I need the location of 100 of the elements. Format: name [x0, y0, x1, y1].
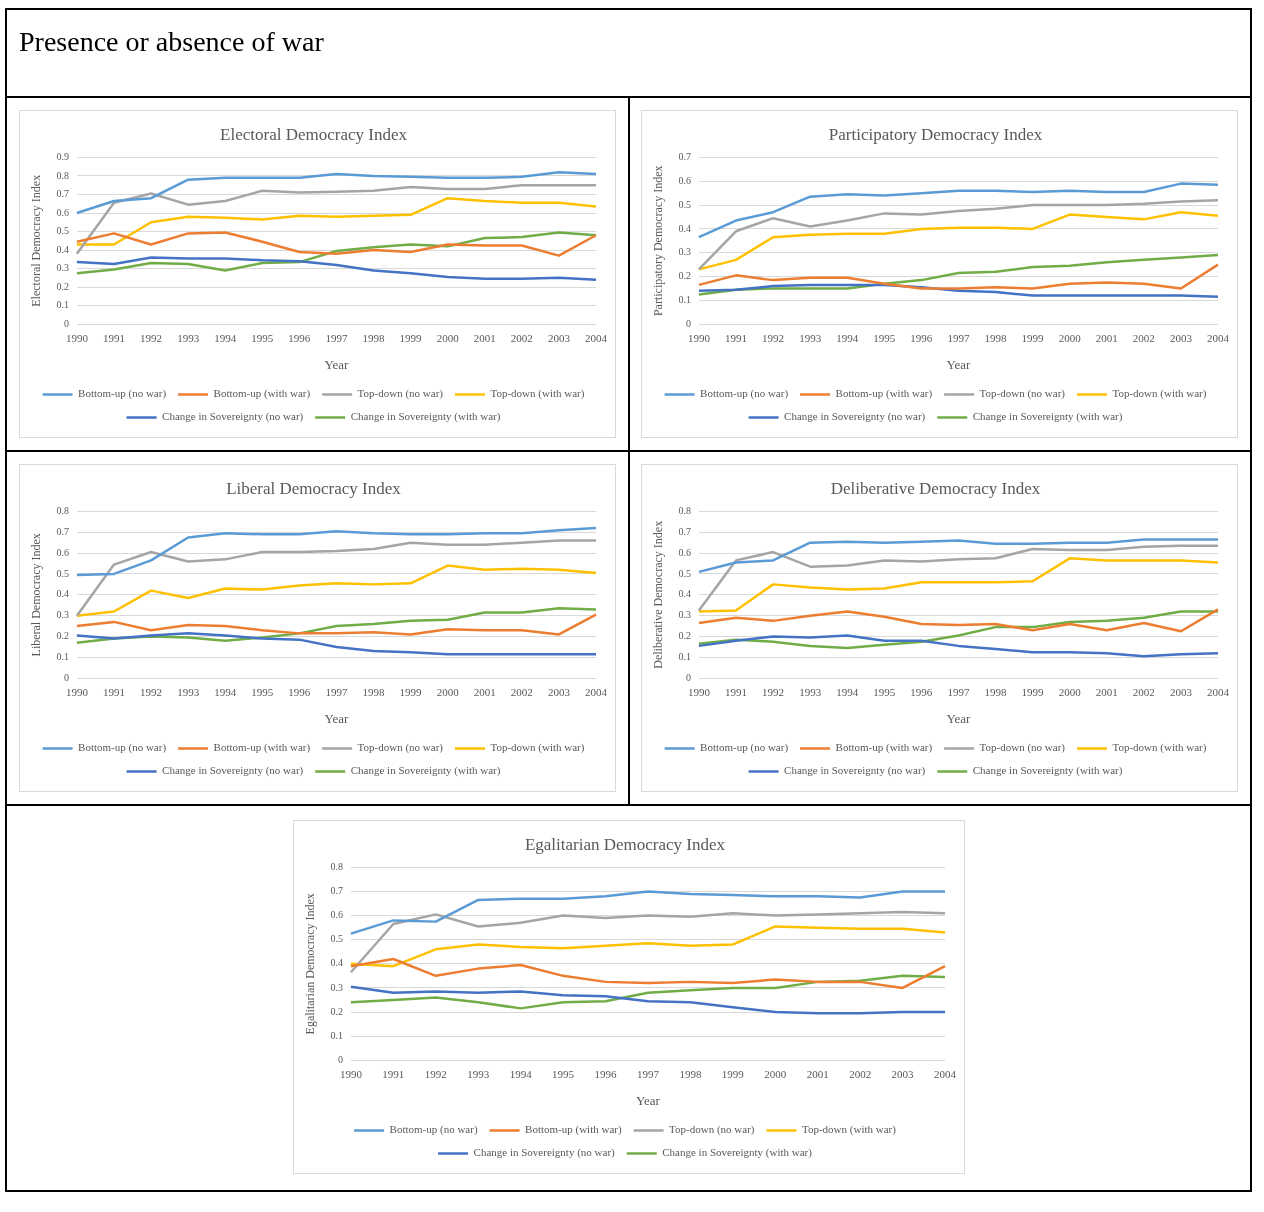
x-axis-title: Year — [324, 356, 349, 372]
y-tick-label: 0.1 — [329, 1029, 343, 1041]
y-tick-label: 0.7 — [329, 885, 343, 897]
legend-label: Bottom-up (no war) — [700, 387, 789, 401]
x-tick-label: 1992 — [762, 685, 785, 698]
y-tick-label: 0.5 — [56, 567, 69, 579]
legend-label: Bottom-up (with war) — [835, 741, 933, 755]
y-tick-label: 0.7 — [678, 151, 692, 163]
chart-title: Liberal Democracy Index — [225, 478, 402, 498]
x-axis-title: Year — [946, 356, 972, 372]
x-tick-label: 1997 — [325, 331, 348, 344]
x-tick-label: 1995 — [873, 685, 897, 698]
y-tick-label: 0.1 — [56, 299, 69, 311]
x-tick-label: 1999 — [1021, 331, 1045, 344]
y-tick-label: 0.6 — [329, 909, 343, 921]
y-tick-label: 0.3 — [56, 609, 69, 621]
x-tick-label: 1993 — [799, 331, 822, 344]
legend-label: Bottom-up (with war) — [835, 387, 933, 401]
y-tick-label: 0.6 — [56, 206, 69, 218]
y-tick-label: 0.1 — [678, 650, 692, 662]
y-tick-label: 0.1 — [678, 294, 692, 305]
y-tick-label: 0.3 — [678, 609, 692, 621]
legend-label: Top-down (with war) — [490, 387, 585, 401]
x-tick-label: 1997 — [636, 1067, 659, 1080]
x-tick-label: 2000 — [1058, 331, 1082, 344]
x-tick-label: 2001 — [1096, 685, 1119, 698]
x-tick-label: 2000 — [763, 1067, 787, 1080]
y-tick-label: 0.4 — [678, 222, 692, 234]
legend-label: Change in Sovereignty (no war) — [784, 764, 926, 778]
x-tick-label: 1999 — [399, 685, 422, 698]
y-tick-label: 0.4 — [329, 957, 343, 969]
x-tick-label: 1995 — [873, 331, 897, 344]
x-tick-label: 1997 — [947, 685, 971, 698]
x-tick-label: 1992 — [424, 1067, 447, 1080]
x-tick-label: 1993 — [466, 1067, 490, 1080]
x-tick-label: 1992 — [139, 685, 162, 698]
x-tick-label: 2004 — [933, 1067, 956, 1080]
legend-label: Top-down (no war) — [668, 1123, 755, 1137]
y-axis-title: Liberal Democracy Index — [29, 533, 44, 657]
x-tick-label: 2001 — [473, 331, 496, 344]
x-tick-label: 1994 — [836, 685, 859, 698]
y-tick-label: 0.1 — [56, 650, 69, 662]
x-tick-label: 2003 — [1170, 685, 1193, 698]
y-tick-label: 0 — [63, 671, 69, 683]
x-tick-label: 1990 — [339, 1067, 362, 1080]
x-tick-label: 2002 — [848, 1067, 871, 1080]
y-tick-label: 0.3 — [56, 262, 69, 274]
y-axis-title: Egalitarian Democracy Index — [302, 893, 317, 1035]
x-tick-label: 1991 — [725, 685, 748, 698]
legend-label: Bottom-up (no war) — [77, 387, 167, 401]
x-tick-label: 2001 — [1096, 331, 1119, 344]
x-tick-label: 2004 — [584, 331, 608, 344]
legend-label: Top-down (with war) — [490, 741, 585, 755]
x-tick-label: 1999 — [399, 331, 422, 344]
x-tick-label: 2000 — [1058, 685, 1082, 698]
legend-label: Bottom-up (no war) — [389, 1123, 478, 1137]
x-tick-label: 1994 — [509, 1067, 532, 1080]
y-tick-label: 0.6 — [678, 546, 692, 558]
y-tick-label: 0.2 — [56, 280, 69, 292]
x-tick-label: 1994 — [213, 685, 237, 698]
x-tick-label: 1992 — [762, 331, 785, 344]
x-tick-label: 1999 — [1021, 685, 1045, 698]
x-axis-title: Year — [946, 710, 972, 726]
y-tick-label: 0.7 — [678, 525, 692, 537]
legend-label: Change in Sovereignty (with war) — [350, 410, 501, 424]
x-tick-label: 2003 — [891, 1067, 914, 1080]
y-tick-label: 0.8 — [56, 169, 69, 181]
x-tick-label: 2000 — [436, 685, 459, 698]
x-tick-label: 1995 — [551, 1067, 575, 1080]
x-tick-label: 2002 — [1133, 685, 1156, 698]
x-tick-label: 1997 — [947, 331, 971, 344]
x-tick-label: 2002 — [510, 331, 533, 344]
x-tick-label: 1998 — [678, 1067, 702, 1080]
x-tick-label: 2003 — [547, 331, 571, 344]
y-tick-label: 0.5 — [678, 567, 692, 579]
x-tick-label: 1995 — [251, 331, 274, 344]
x-tick-label: 1996 — [594, 1067, 617, 1080]
x-tick-label: 1998 — [984, 685, 1008, 698]
chart-title: Deliberative Democracy Index — [830, 478, 1042, 498]
legend-label: Top-down (with war) — [1112, 387, 1207, 401]
x-tick-label: 1992 — [139, 331, 162, 344]
legend-label: Top-down (no war) — [357, 741, 444, 755]
y-tick-label: 0.2 — [56, 630, 69, 642]
x-tick-label: 1990 — [65, 331, 89, 344]
y-tick-label: 0 — [337, 1053, 343, 1065]
y-tick-label: 0.4 — [56, 588, 69, 600]
text: Presence or absence of war — [19, 26, 325, 58]
x-tick-label: 1997 — [325, 685, 348, 698]
legend-label: Bottom-up (with war) — [524, 1123, 622, 1137]
x-tick-label: 1996 — [910, 685, 934, 698]
chart-title: Participatory Democracy Index — [829, 124, 1043, 144]
y-tick-label: 0 — [686, 317, 692, 329]
y-tick-label: 0.7 — [56, 525, 69, 537]
y-tick-label: 0.2 — [678, 630, 692, 642]
legend-label: Change in Sovereignty (no war) — [784, 410, 926, 424]
legend-label: Top-down (with war) — [801, 1123, 896, 1137]
x-tick-label: 2004 — [1207, 331, 1230, 344]
x-tick-label: 2004 — [584, 685, 608, 698]
x-tick-label: 1999 — [721, 1067, 744, 1080]
x-tick-label: 1993 — [176, 331, 200, 344]
